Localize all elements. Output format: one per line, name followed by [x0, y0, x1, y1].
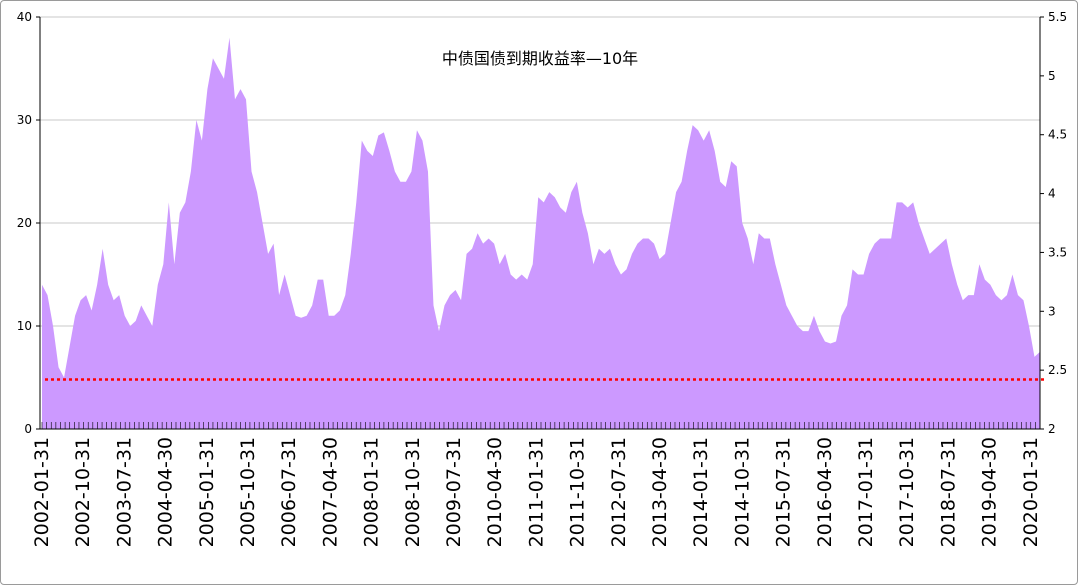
x-tick-label: 2002-01-31 — [31, 437, 53, 547]
x-axis-labels: 2002-01-31 2002-10-31 2003-07-31 2004-04-30… — [31, 437, 1042, 547]
y2-tick-label: 3.5 — [1048, 245, 1067, 259]
chart-title: 中债国债到期收益率—10年 — [442, 49, 638, 68]
x-tick-label: 2003-07-31 — [113, 437, 135, 547]
x-tick-label: 2016-04-30 — [814, 437, 836, 547]
y-tick-label: 0 — [24, 422, 32, 436]
x-tick-label: 2005-01-31 — [196, 437, 218, 547]
y2-tick-label: 2.5 — [1048, 363, 1067, 377]
x-tick-label: 2018-07-31 — [937, 437, 959, 547]
y2-tick-label: 5.5 — [1048, 10, 1067, 24]
y2-tick-label: 4.5 — [1048, 128, 1067, 142]
x-tick-label: 2007-04-30 — [319, 437, 341, 547]
x-tick-label: 2017-01-31 — [855, 437, 877, 547]
y-tick-label: 10 — [17, 319, 32, 333]
y-axis-right: 2 2.5 3 3.5 4 4.5 5 5.5 — [1040, 10, 1067, 436]
y-tick-label: 30 — [17, 113, 32, 127]
x-minor-ticks — [41, 422, 1041, 429]
x-tick-label: 2011-01-31 — [525, 437, 547, 547]
x-tick-label: 2011-10-31 — [567, 437, 589, 547]
x-tick-label: 2015-07-31 — [773, 437, 795, 547]
x-tick-label: 2010-04-30 — [484, 437, 506, 547]
x-tick-label: 2014-01-31 — [690, 437, 712, 547]
x-tick-label: 2020-01-31 — [1020, 437, 1042, 547]
x-tick-label: 2006-07-31 — [278, 437, 300, 547]
area-layer — [42, 37, 1040, 429]
x-tick-label: 2008-10-31 — [402, 437, 424, 547]
y-tick-label: 40 — [17, 10, 32, 24]
y2-tick-label: 2 — [1048, 422, 1056, 436]
x-tick-label: 2017-10-31 — [896, 437, 918, 547]
x-tick-label: 2019-04-30 — [979, 437, 1001, 547]
x-tick-label: 2009-07-31 — [443, 437, 465, 547]
y2-tick-label: 5 — [1048, 69, 1056, 83]
y2-tick-label: 4 — [1048, 187, 1056, 201]
x-tick-label: 2005-10-31 — [237, 437, 259, 547]
x-tick-label: 2002-10-31 — [72, 437, 94, 547]
y2-tick-label: 3 — [1048, 304, 1056, 318]
x-tick-label: 2008-01-31 — [361, 437, 383, 547]
y-axis-left: 0 10 20 30 40 — [17, 10, 40, 436]
x-tick-label: 2004-04-30 — [155, 437, 177, 547]
x-tick-label: 2012-07-31 — [608, 437, 630, 547]
x-tick-label: 2013-04-30 — [649, 437, 671, 547]
x-tick-label: 2014-10-31 — [731, 437, 753, 547]
y-tick-label: 20 — [17, 216, 32, 230]
series-area — [42, 37, 1040, 429]
